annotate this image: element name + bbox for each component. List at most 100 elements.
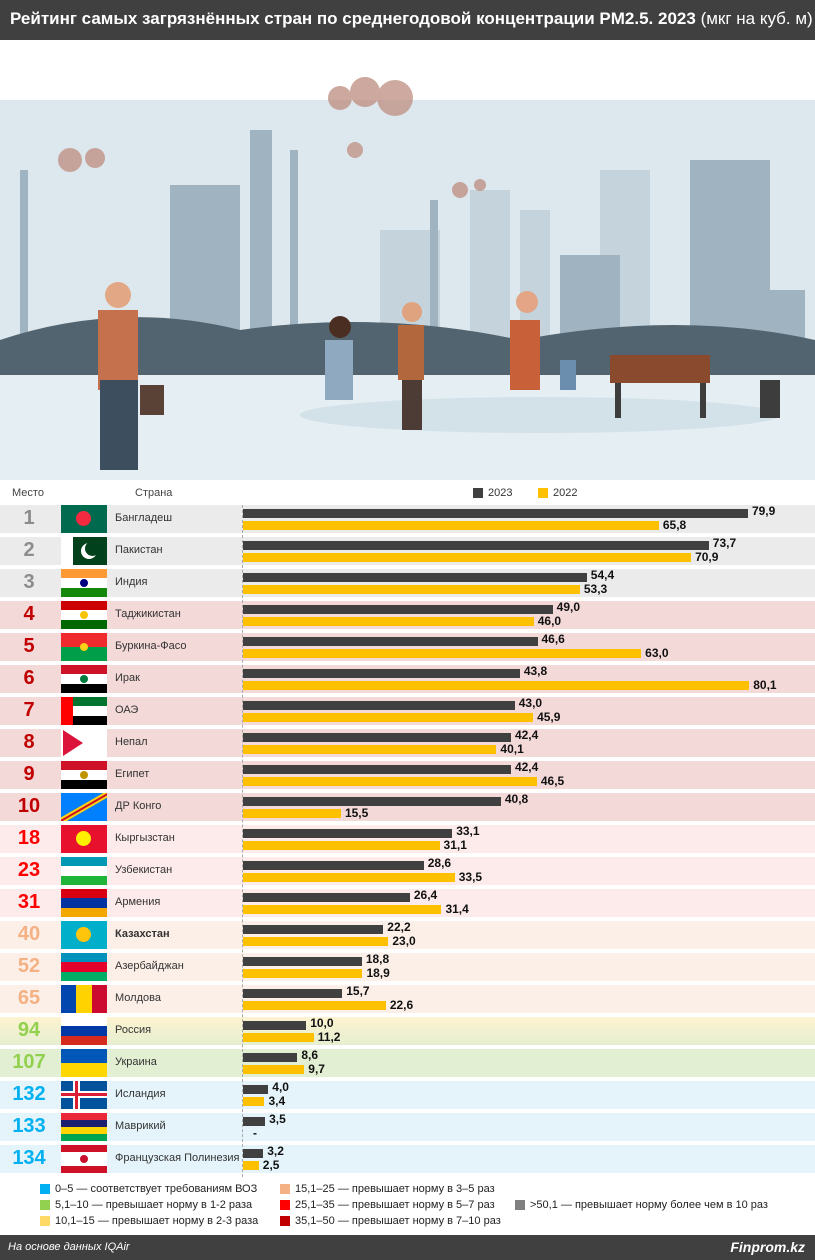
rank: 40 [17,923,41,945]
country-flag-icon [61,857,107,885]
legend-label: >50,1 — превышает норму более чем в 10 р… [530,1199,768,1211]
value-2022: 70,9 [695,550,719,564]
table-row: 23 Узбекистан 28,6 33,5 [0,856,815,885]
legend-item: 10,1–15 — превышает норму в 2-3 раза [40,1215,258,1227]
bar-2022 [243,1097,265,1106]
table-row: 3 Индия 54,4 53,3 [0,568,815,597]
country-name: Индия [115,576,148,588]
table-row: 10 ДР Конго 40,8 15,5 [0,792,815,821]
country-name: Исландия [115,1088,166,1100]
value-2023: 8,6 [301,1048,319,1062]
table-row: 107 Украина 8,6 9,7 [0,1048,815,1077]
country-name: Французская Полинезия [115,1152,240,1164]
bar-2023 [243,637,538,646]
rank: 10 [17,795,41,817]
title-main: Рейтинг самых загрязнённых стран по сред… [10,9,696,28]
series-legend-2023: 2023 [473,487,512,499]
bar-2023 [243,605,553,614]
bar-2023 [243,925,384,934]
bar-2022 [243,969,363,978]
value-2023: 4,0 [272,1080,289,1094]
legend-item: 15,1–25 — превышает норму в 3–5 раз [280,1183,495,1195]
rank: 5 [23,635,35,657]
country-name: Узбекистан [115,864,173,876]
country-column-header: Страна [135,487,173,499]
bar-2022 [243,617,534,626]
value-2022: 9,7 [308,1062,325,1076]
value-2023: 3,2 [267,1144,284,1158]
bar-2023 [243,1149,264,1158]
rank: 65 [17,987,41,1009]
legend-swatch [280,1184,290,1194]
bar-2022 [243,553,692,562]
country-name: Ирак [115,672,140,684]
country-flag-icon [61,697,107,725]
value-2023: 42,4 [514,728,539,742]
value-2023: 54,4 [590,568,615,582]
country-flag-icon [61,1113,107,1141]
bar-2023 [243,893,410,902]
country-name: Кыргызстан [115,832,175,844]
table-row: 133 Маврикий 3,5- [0,1112,815,1141]
bar-2023 [243,765,511,774]
rank: 4 [23,603,35,625]
value-2023: 33,1 [456,824,480,838]
rank: 134 [12,1147,46,1169]
value-2022: 46,5 [540,774,565,788]
legend-swatch [538,488,548,498]
bar-2023 [243,989,343,998]
table-row: 18 Кыргызстан 33,1 31,1 [0,824,815,853]
series-legend-2022: 2022 [538,487,577,499]
value-2022: 15,5 [344,806,369,820]
country-flag-icon [61,1081,107,1109]
value-2023: 43,0 [518,696,543,710]
value-2022: 63,0 [645,646,669,660]
value-2023: 49,0 [556,600,581,614]
bar-2023 [243,669,520,678]
value-2022: 3,4 [268,1094,286,1108]
value-2022: 22,6 [389,998,414,1012]
table-row: 40 Казахстан 22,2 23,0 [0,920,815,949]
value-2022: 40,1 [500,742,524,756]
value-2023: 46,6 [541,632,565,646]
table-row: 4 Таджикистан 49,0 46,0 [0,600,815,629]
country-flag-icon [61,1049,107,1077]
bar-2022 [243,649,642,658]
country-flag-icon [61,601,107,629]
country-flag-icon [61,1145,107,1173]
country-name: Таджикистан [115,608,181,620]
legend-label: 2023 [488,487,513,499]
bar-2022 [243,937,389,946]
rank: 133 [12,1115,46,1137]
legend-label: 15,1–25 — превышает норму в 3–5 раз [295,1183,495,1195]
bar-2023 [243,797,501,806]
value-2022: 65,8 [662,518,687,532]
value-2022: - [253,1126,257,1140]
bar-2023 [243,957,362,966]
rank: 94 [17,1019,41,1041]
legend-item: 35,1–50 — превышает норму в 7–10 раз [280,1215,501,1227]
value-2023: 28,6 [427,856,452,870]
bar-2022 [243,1065,305,1074]
legend-item: 0–5 — соответствует требованиям ВОЗ [40,1183,257,1195]
table-row: 134 Французская Полинезия 3,2 2,5 [0,1144,815,1173]
country-flag-icon [61,505,107,533]
bar-2023 [243,541,709,550]
value-2022: 2,5 [262,1158,280,1172]
country-name: Египет [115,768,150,780]
legend-item: >50,1 — превышает норму более чем в 10 р… [515,1199,768,1211]
value-2023: 40,8 [504,792,529,806]
table-row: 132 Исландия 4,0 3,4 [0,1080,815,1109]
country-name: ОАЭ [115,704,139,716]
chart-title: Рейтинг самых загрязнённых стран по сред… [0,0,815,40]
legend-item: 25,1–35 — превышает норму в 5–7 раз [280,1199,495,1211]
value-2023: 18,8 [365,952,390,966]
legend-label: 25,1–35 — превышает норму в 5–7 раз [295,1199,495,1211]
rank: 52 [17,955,41,977]
bar-2023 [243,1021,307,1030]
bar-2023 [243,1117,266,1126]
table-row: 65 Молдова 15,7 22,6 [0,984,815,1013]
legend-swatch [515,1200,525,1210]
value-2023: 42,4 [514,760,539,774]
country-name: Россия [115,1024,152,1036]
